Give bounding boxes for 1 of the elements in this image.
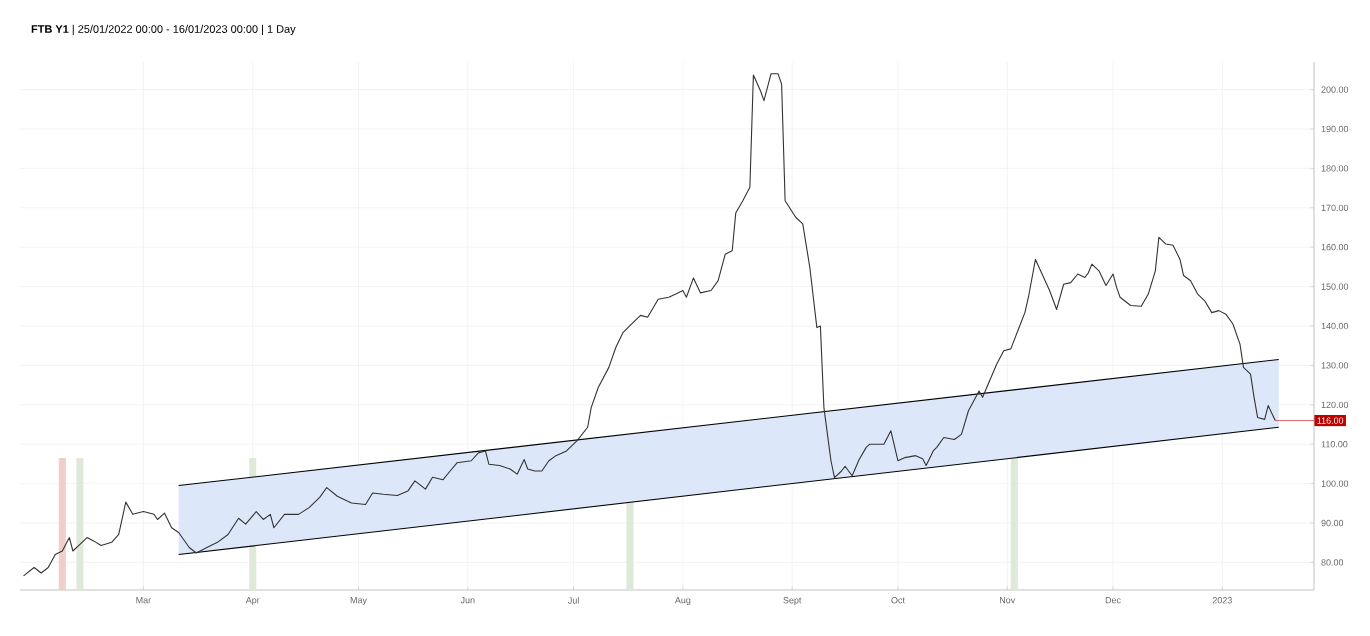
line-series	[22, 73, 1276, 577]
